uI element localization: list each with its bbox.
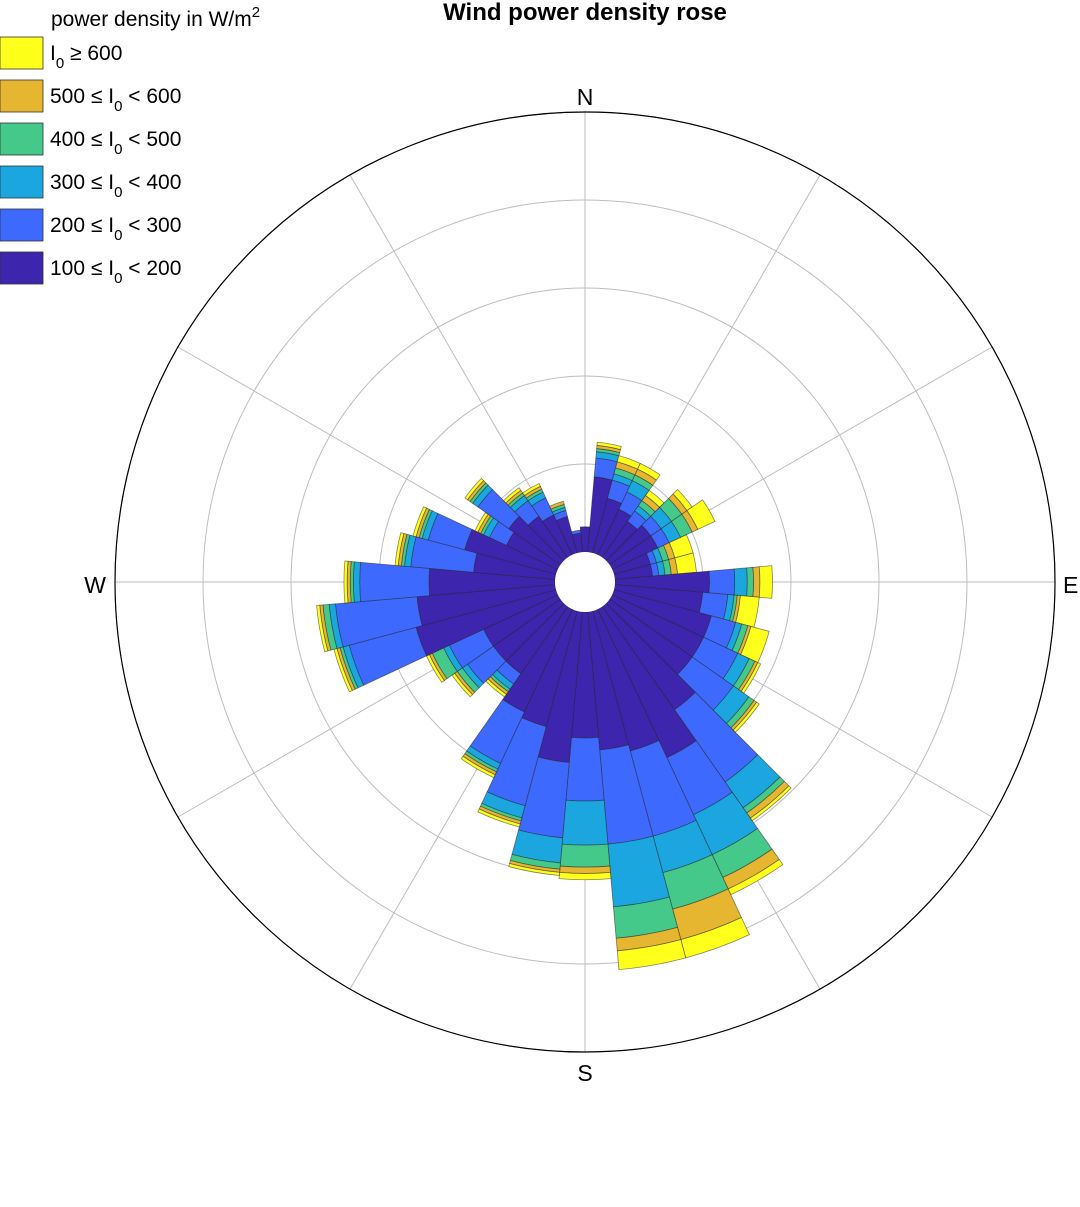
- sector-bar-270-bin-1: [359, 561, 431, 603]
- sector-bar-260-bin-5: [316, 604, 329, 653]
- legend-swatch-0: [0, 36, 44, 70]
- legend-swatch-1: [0, 79, 44, 113]
- direction-label-w: W: [84, 572, 106, 598]
- sector-bar-170-bin-5: [616, 939, 687, 971]
- legend-label-3: 300 ≤ I0 < 400: [50, 171, 181, 201]
- sector-bar-280-bin-5: [394, 532, 405, 567]
- sector-bar-290-bin-5: [412, 506, 428, 538]
- sector-bar-90-bin-2: [733, 567, 748, 597]
- legend-label-0: I0 ≥ 600: [50, 42, 122, 72]
- sector-bar-10-bin-5: [596, 441, 622, 451]
- legend-label-4: 200 ≤ I0 < 300: [50, 214, 181, 244]
- sector-bar-180-bin-4: [559, 865, 611, 874]
- legend-swatch-4: [0, 208, 44, 242]
- sector-bar-90-bin-1: [708, 568, 736, 596]
- sector-bar-270-bin-2: [352, 561, 361, 603]
- legend-swatch-5: [0, 251, 44, 285]
- legend-title: power density in W/m2: [51, 4, 260, 31]
- sector-bar-90-bin-3: [746, 566, 754, 598]
- sector-bar-340-bin-4: [549, 500, 565, 510]
- legend-label-2: 400 ≤ I0 < 500: [50, 128, 181, 158]
- sector-bar-60-bin-5: [686, 499, 716, 530]
- sector-bar-210-bin-5: [460, 755, 496, 779]
- sector-bars: [316, 441, 792, 971]
- legend-swatch-3: [0, 165, 44, 199]
- legend-swatch-2: [0, 122, 44, 156]
- sector-bar-200-bin-5: [477, 808, 521, 828]
- center-hole: [555, 552, 615, 612]
- sector-bar-190-bin-5: [508, 863, 561, 876]
- sector-bar-180-bin-5: [558, 871, 612, 881]
- outer-boundary: [114, 111, 1056, 1053]
- legend: power density in W/m2 I0 ≥ 600 500 ≤ I0 <…: [0, 4, 260, 287]
- sector-bar-90-bin-4: [752, 566, 761, 598]
- sector-bar-270-bin-5: [343, 560, 349, 604]
- direction-label-n: N: [577, 84, 594, 110]
- legend-label-1: 500 ≤ I0 < 600: [50, 85, 181, 115]
- sector-bar-330-bin-5: [522, 482, 541, 497]
- sector-bar-180-bin-2: [561, 799, 609, 846]
- sector-bar-180-bin-1: [565, 736, 605, 802]
- legend-label-5: 100 ≤ I0 < 200: [50, 257, 181, 287]
- sector-bar-310-bin-5: [464, 477, 485, 501]
- chart-title: Wind power density rose: [443, 0, 727, 26]
- sector-bar-180-bin-3: [559, 843, 611, 868]
- direction-label-e: E: [1063, 572, 1078, 598]
- direction-label-s: S: [577, 1060, 592, 1086]
- sector-bar-350-bin-1: [571, 529, 582, 536]
- sector-bar-90-bin-5: [758, 565, 773, 599]
- sector-bar-30-bin-5: [637, 462, 661, 481]
- sector-bar-320-bin-5: [503, 487, 522, 504]
